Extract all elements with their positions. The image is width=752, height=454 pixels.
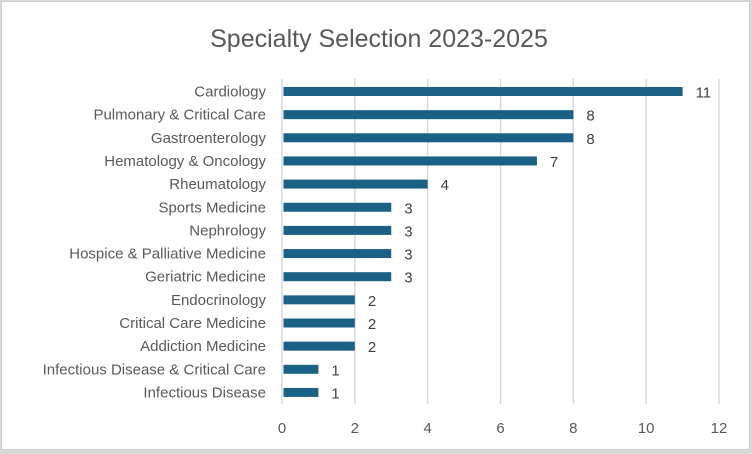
- x-tick-label: 2: [351, 420, 359, 437]
- category-labels: Cardiology Pulmonary & Critical Care Gastr…: [43, 84, 267, 402]
- category-label: Geriatric Medicine: [145, 269, 266, 286]
- category-label: Nephrology: [189, 222, 266, 239]
- category-label: Infectious Disease & Critical Care: [43, 361, 266, 378]
- bar: [283, 225, 392, 235]
- data-label: 4: [441, 177, 449, 194]
- gridlines: [281, 79, 720, 404]
- category-label: Addiction Medicine: [140, 338, 266, 355]
- x-tick-label: 12: [711, 420, 728, 437]
- bar: [283, 179, 428, 189]
- data-label: 8: [586, 131, 594, 148]
- x-tick-label: 0: [278, 420, 286, 437]
- bar: [283, 133, 574, 143]
- category-label: Cardiology: [194, 84, 266, 101]
- data-label: 3: [404, 223, 412, 240]
- bar: [283, 318, 355, 328]
- category-label: Critical Care Medicine: [119, 315, 266, 332]
- bar: [283, 87, 683, 96]
- bar: [283, 364, 319, 374]
- bar: [283, 387, 319, 397]
- data-label: 11: [696, 85, 712, 102]
- bar: [283, 110, 574, 120]
- bar: [283, 341, 355, 351]
- bars: [283, 87, 683, 397]
- bar: [283, 156, 537, 166]
- x-tick-label: 6: [496, 420, 504, 437]
- x-tick-label: 10: [638, 420, 655, 437]
- data-label: 2: [368, 339, 376, 356]
- category-label: Gastroenterology: [151, 130, 267, 147]
- x-tick-label: 8: [569, 420, 577, 437]
- x-tick-label: 4: [423, 420, 431, 437]
- bar: [283, 272, 392, 282]
- x-axis-ticks: 0 2 4 6 8 10 12: [278, 420, 728, 437]
- data-label: 7: [550, 154, 558, 171]
- data-label: 8: [586, 108, 594, 125]
- category-label: Pulmonary & Critical Care: [93, 107, 266, 124]
- data-label: 2: [368, 316, 376, 333]
- category-label: Infectious Disease: [143, 384, 266, 401]
- category-label: Hospice & Palliative Medicine: [69, 246, 266, 263]
- data-label: 1: [331, 385, 339, 402]
- bar: [283, 202, 392, 212]
- data-label: 3: [404, 200, 412, 217]
- bar: [283, 295, 355, 305]
- data-label: 3: [404, 247, 412, 264]
- category-label: Sports Medicine: [158, 199, 266, 216]
- data-label: 2: [368, 293, 376, 310]
- category-label: Endocrinology: [171, 292, 267, 309]
- bar: [283, 249, 392, 259]
- data-label: 3: [404, 270, 412, 287]
- category-label: Hematology & Oncology: [104, 153, 266, 170]
- chart-title: Specialty Selection 2023-2025: [210, 25, 548, 53]
- data-label: 1: [331, 362, 339, 379]
- category-label: Rheumatology: [169, 176, 266, 193]
